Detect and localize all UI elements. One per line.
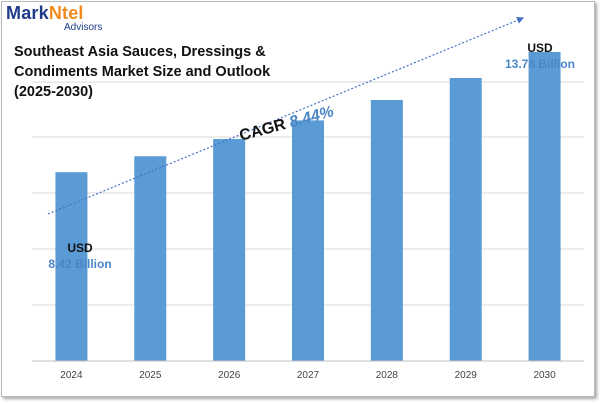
brand-logo: MarkNtel Advisors [6, 3, 102, 33]
callout-2024: USD 8.42 Billion [25, 240, 135, 272]
x-tick-2026: 2026 [218, 370, 241, 381]
callout-2024-value: 8.42 Billion [48, 257, 112, 271]
logo-subtitle: Advisors [64, 22, 103, 33]
callout-2024-label: USD [67, 241, 93, 255]
bar-2028 [370, 99, 403, 362]
bar-2029 [449, 78, 482, 362]
bar-2030 [528, 51, 561, 362]
bars [55, 51, 561, 362]
x-tick-2029: 2029 [455, 370, 478, 381]
callout-2030: USD 13.78 Billion [485, 40, 595, 72]
callout-2030-label: USD [527, 41, 553, 55]
x-tick-2030: 2030 [533, 370, 556, 381]
x-tick-2027: 2027 [297, 370, 320, 381]
bar-2025 [134, 156, 167, 361]
cagr-trend-arrow [47, 16, 525, 215]
callout-2030-value: 13.78 Billion [504, 57, 576, 71]
bar-2026 [213, 139, 246, 361]
x-tick-2025: 2025 [139, 370, 162, 381]
bar-2024 [55, 172, 88, 361]
chart-title: Southeast Asia Sauces, Dressings & Condi… [14, 44, 271, 100]
x-tick-labels: 2024 2025 2026 2027 2028 2029 2030 [60, 370, 556, 381]
logo-wordmark: MarkNtel [6, 3, 84, 23]
x-tick-2028: 2028 [376, 370, 399, 381]
bar-2027 [292, 120, 324, 361]
x-tick-2024: 2024 [60, 370, 83, 381]
